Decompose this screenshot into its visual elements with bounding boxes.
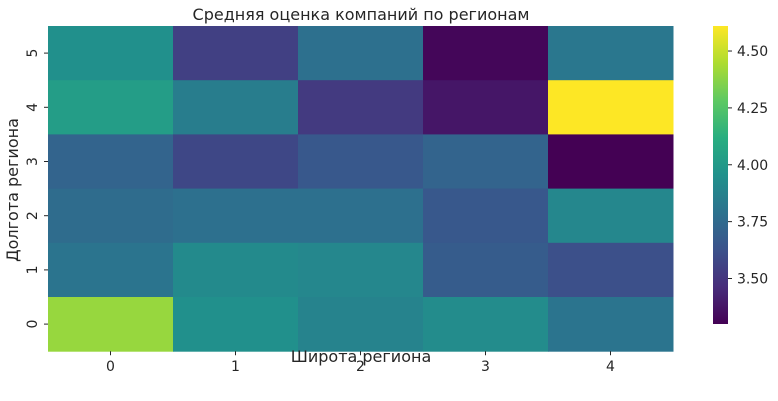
- y-axis-label: Долгота региона: [3, 118, 22, 262]
- heatmap-cell-r1-c2: [298, 80, 424, 135]
- heatmap-cell-r3-c2: [298, 188, 424, 244]
- y-tick-label: 4: [25, 103, 41, 112]
- heatmap-cell-r3-c0: [48, 188, 174, 244]
- y-tick-label: 1: [25, 265, 41, 274]
- x-tick-label: 3: [481, 359, 490, 375]
- colorbar-ticks: 3.50 3.75 4.00 4.25 4.50: [728, 44, 768, 288]
- heatmap-cell-r5-c1: [173, 297, 299, 352]
- x-axis-ticks: 0 1 2 3 4: [106, 351, 615, 375]
- heatmap-cell-r3-c1: [173, 188, 299, 244]
- heatmap-cell-r5-c0: [48, 297, 174, 352]
- heatmap-cell-r4-c3: [423, 242, 549, 298]
- heatmap-cell-r5-c3: [423, 297, 549, 352]
- x-tick-label: 4: [606, 359, 615, 375]
- y-tick-label: 3: [25, 157, 41, 166]
- x-tick-label: 2: [356, 359, 365, 375]
- x-axis-label: Широта региона: [291, 347, 432, 366]
- heatmap-cell-r2-c0: [48, 134, 174, 190]
- colorbar: [713, 26, 728, 324]
- heatmap-cell-r2-c4: [548, 134, 674, 190]
- heatmap-cell-r4-c2: [298, 242, 424, 298]
- colorbar-tick-label: 4.00: [737, 158, 768, 174]
- heatmap-cell-r1-c4: [548, 80, 674, 135]
- heatmap-cell-r0-c2: [298, 26, 424, 81]
- colorbar-tick-label: 4.25: [737, 101, 768, 117]
- heatmap-cell-r1-c0: [48, 80, 174, 135]
- heatmap-cell-r0-c4: [548, 26, 674, 81]
- y-tick-label: 2: [25, 211, 41, 220]
- y-tick-label: 0: [25, 320, 41, 329]
- heatmap-cell-r0-c0: [48, 26, 174, 81]
- heatmap-cell-r0-c3: [423, 26, 549, 81]
- heatmap-cell-r3-c4: [548, 188, 674, 244]
- heatmap-cell-r1-c1: [173, 80, 299, 135]
- heatmap-cell-r2-c2: [298, 134, 424, 190]
- y-axis-ticks: 5 4 3 2 1 0: [25, 49, 48, 329]
- heatmap-cell-r1-c3: [423, 80, 549, 135]
- colorbar-tick-label: 3.50: [737, 272, 768, 288]
- heatmap-cells: [48, 26, 674, 352]
- heatmap-cell-r0-c1: [173, 26, 299, 81]
- y-tick-label: 5: [25, 49, 41, 58]
- heatmap-cell-r3-c3: [423, 188, 549, 244]
- heatmap-cell-r4-c1: [173, 242, 299, 298]
- chart-title: Средняя оценка компаний по регионам: [193, 5, 530, 24]
- heatmap-cell-r5-c2: [298, 297, 424, 352]
- heatmap-cell-r2-c1: [173, 134, 299, 190]
- heatmap-cell-r4-c0: [48, 242, 174, 298]
- heatmap-cell-r5-c4: [548, 297, 674, 352]
- x-tick-label: 0: [106, 359, 115, 375]
- x-tick-label: 1: [231, 359, 240, 375]
- colorbar-tick-label: 4.50: [737, 44, 768, 60]
- heatmap-cell-r2-c3: [423, 134, 549, 190]
- heatmap-cell-r4-c4: [548, 242, 674, 298]
- colorbar-tick-label: 3.75: [737, 215, 768, 231]
